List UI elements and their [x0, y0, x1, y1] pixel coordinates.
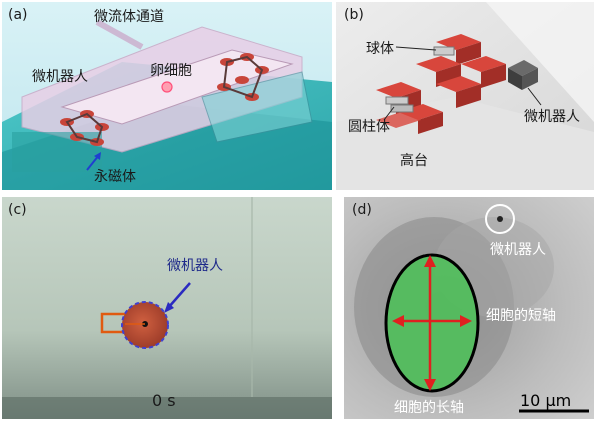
- panel-b-illustration: [336, 2, 594, 190]
- label-microfluidic-channel: 微流体通道: [94, 9, 164, 25]
- label-long-axis: 细胞的长轴: [394, 400, 464, 416]
- time-stamp: 0 s: [152, 391, 176, 410]
- panel-c-label: (c): [8, 202, 27, 218]
- label-permanent-magnet: 永磁体: [94, 169, 136, 185]
- microrobot-marker: [485, 204, 515, 234]
- microrobot-right: [217, 53, 269, 101]
- panel-d-micrograph: [344, 197, 594, 419]
- panel-b-label: (b): [344, 7, 364, 23]
- panel-d: (d) 微机器人 细胞的短轴 细胞的长轴 10 μm: [344, 197, 594, 419]
- panel-b: (b) 球体 圆柱体 微机器人 高台: [336, 2, 594, 190]
- cell-body: [386, 255, 478, 391]
- label-microrobot: 微机器人: [490, 242, 546, 258]
- panel-c: (c) 微机器人 0 s: [2, 197, 332, 419]
- label-microrobot: 微机器人: [524, 109, 580, 125]
- panel-a-label: (a): [8, 7, 28, 23]
- label-short-axis: 细胞的短轴: [486, 308, 556, 324]
- label-platform: 高台: [400, 153, 428, 169]
- label-microrobot: 微机器人: [167, 258, 223, 274]
- microrobot-block: [508, 60, 538, 90]
- scale-bar-label: 10 μm: [520, 391, 572, 410]
- label-sphere: 球体: [366, 41, 394, 57]
- microrobot-left: [60, 110, 109, 146]
- panel-d-label: (d): [352, 202, 372, 218]
- panel-a-illustration: [2, 2, 332, 190]
- label-egg-cell: 卵细胞: [150, 63, 192, 79]
- panel-a: (a) 微流体通道 微机器人 卵细胞 永磁体: [2, 2, 332, 190]
- label-microrobot: 微机器人: [32, 69, 88, 85]
- panel-c-micrograph: [2, 197, 332, 419]
- label-cylinder: 圆柱体: [348, 119, 390, 135]
